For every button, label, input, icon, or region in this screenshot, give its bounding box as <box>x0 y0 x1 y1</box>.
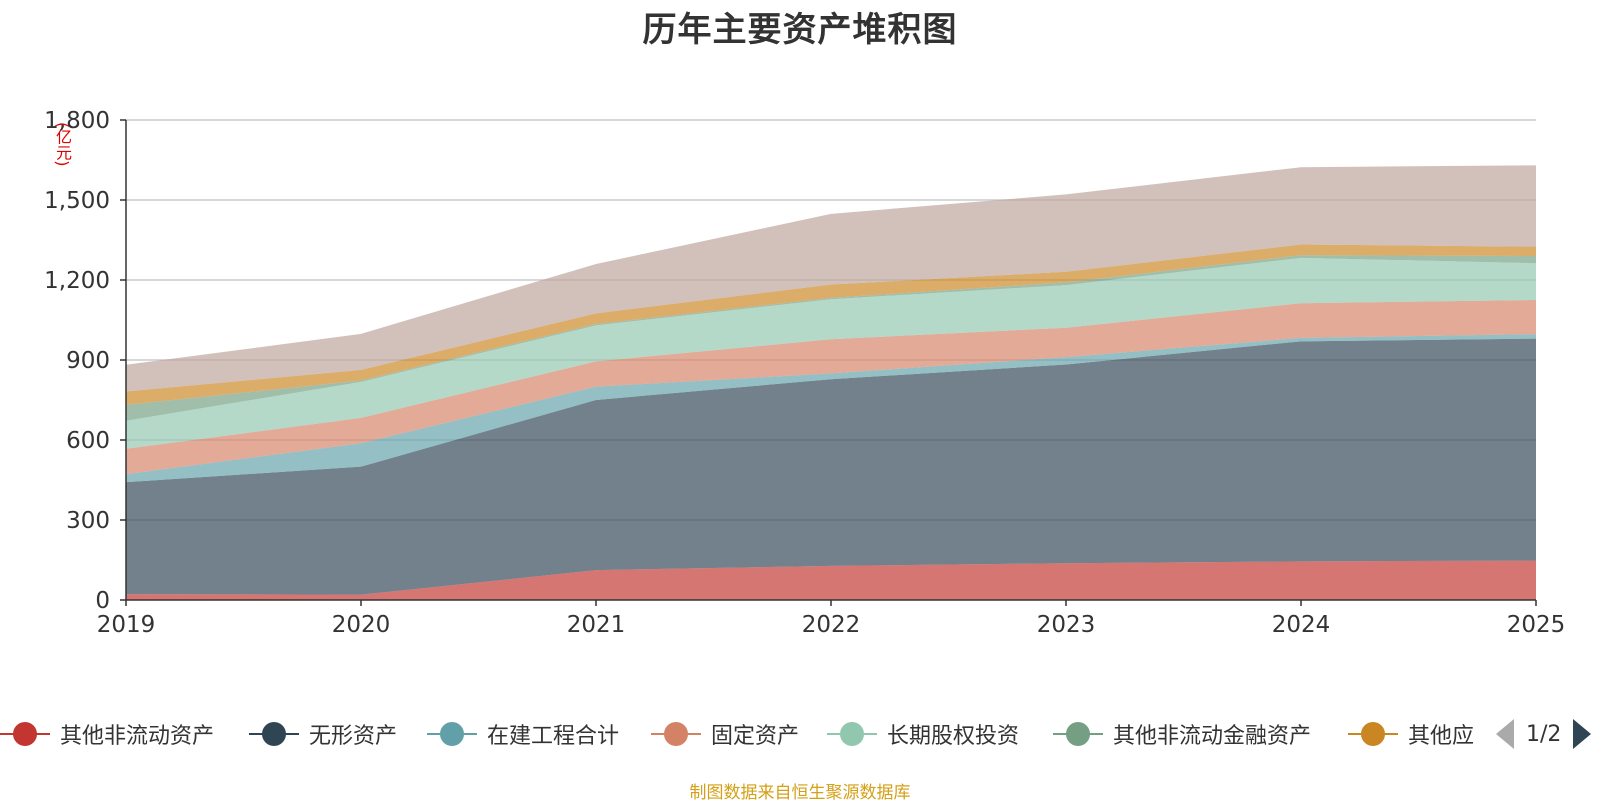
legend-prev-page-icon[interactable] <box>1496 719 1514 749</box>
legend-label: 在建工程合计 <box>487 724 620 749</box>
legend-marker-icon <box>827 722 877 746</box>
stacked-area-chart: 0 300 600 900 1,200 1,500 1,800 2019 2020 2021 202… <box>44 108 1565 638</box>
y-tick-label-0: 0 <box>95 588 110 614</box>
y-tick-label-6: 1,800 <box>44 108 110 134</box>
x-tick-label-2: 2021 <box>567 612 626 638</box>
area-series-4[interactable] <box>126 300 1536 475</box>
y-tick-label-3: 900 <box>66 348 110 374</box>
legend-item-7[interactable]: 其他应 <box>1348 714 1474 754</box>
axes: 0 300 600 900 1,200 1,500 1,800 2019 2020 2021 202… <box>44 108 1565 638</box>
y-axis-unit-label: (亿元) <box>53 122 72 167</box>
area-series-7[interactable] <box>126 244 1536 405</box>
legend-marker-icon <box>651 722 701 746</box>
legend-item-3[interactable]: 在建工程合计 <box>427 714 619 754</box>
legend-next-page-icon[interactable] <box>1573 719 1592 749</box>
area-series-3[interactable] <box>126 334 1536 483</box>
y-tick-label-1: 300 <box>66 508 110 534</box>
legend-label: 无形资产 <box>309 724 398 749</box>
x-tick-label-4: 2023 <box>1037 612 1096 638</box>
legend-marker-icon <box>249 722 299 746</box>
legend-label: 其他非流动金融资产 <box>1113 724 1312 749</box>
y-tick-label-4: 1,200 <box>44 268 110 294</box>
legend-page-indicator: 1/2 <box>1526 721 1562 747</box>
data-source-note: 制图数据来自恒生聚源数据库 <box>689 783 911 800</box>
legend: 其他非流动资产 无形资产 在建工程合计 固定资产 长期股权投资 其他非流动金融资产 其他应 <box>0 714 1600 754</box>
x-tick-label-6: 2025 <box>1507 612 1566 638</box>
legend-marker-icon <box>1348 722 1398 746</box>
legend-marker-icon <box>0 722 50 746</box>
legend-pager: 1/2 <box>1496 716 1592 752</box>
legend-item-6[interactable]: 其他非流动金融资产 <box>1053 714 1311 754</box>
chart-title: 历年主要资产堆积图 <box>642 10 958 50</box>
legend-label: 固定资产 <box>711 724 800 749</box>
area-series-group <box>126 165 1536 600</box>
legend-item-1[interactable]: 其他非流动资产 <box>0 714 214 754</box>
x-tick-label-0: 2019 <box>97 612 156 638</box>
y-tick-label-2: 600 <box>66 428 110 454</box>
legend-label: 其他应 <box>1408 724 1475 749</box>
legend-label: 其他非流动资产 <box>60 724 215 749</box>
area-series-2[interactable] <box>126 338 1536 595</box>
x-tick-label-1: 2020 <box>332 612 391 638</box>
area-series-1[interactable] <box>126 560 1536 600</box>
legend-item-5[interactable]: 长期股权投资 <box>827 714 1019 754</box>
legend-marker-icon <box>427 722 477 746</box>
legend-item-2[interactable]: 无形资产 <box>249 714 397 754</box>
legend-item-4[interactable]: 固定资产 <box>651 714 799 754</box>
x-tick-label-5: 2024 <box>1272 612 1331 638</box>
legend-marker-icon <box>1053 722 1103 746</box>
legend-label: 长期股权投资 <box>887 724 1020 749</box>
x-tick-label-3: 2022 <box>802 612 861 638</box>
y-tick-label-5: 1,500 <box>44 188 110 214</box>
area-series-5[interactable] <box>126 257 1536 449</box>
area-series-8[interactable] <box>126 165 1536 392</box>
